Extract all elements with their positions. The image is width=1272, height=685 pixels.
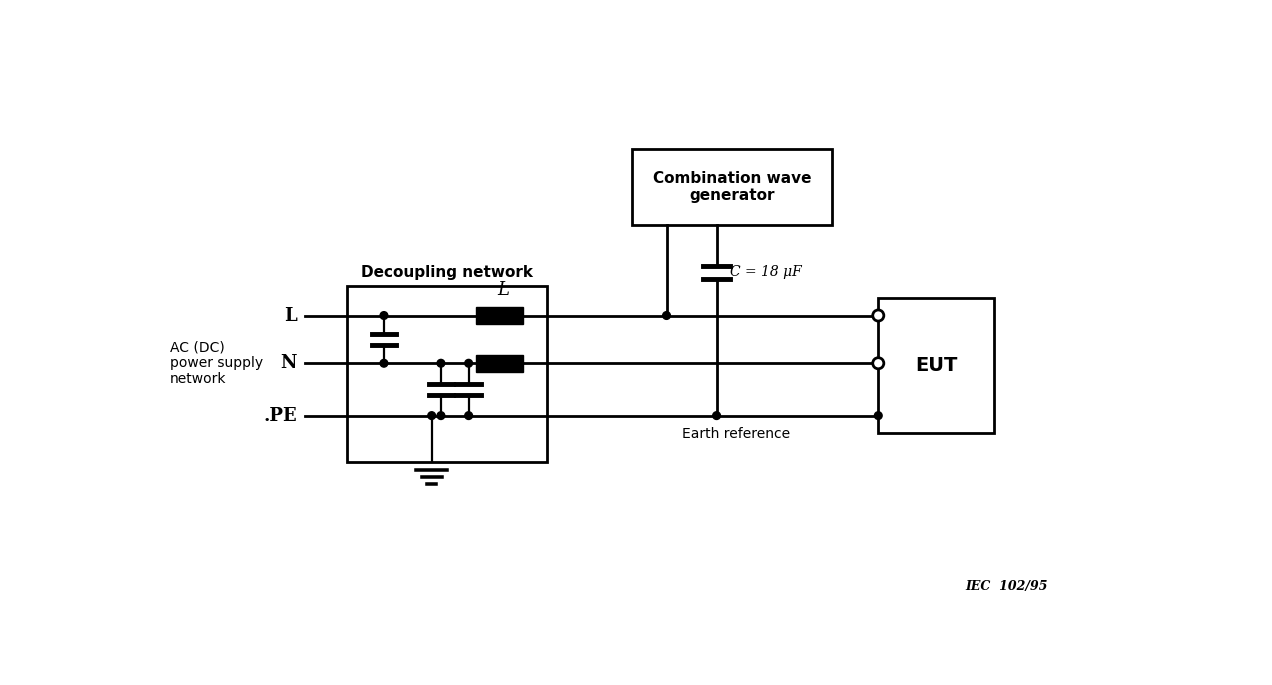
Bar: [476, 307, 523, 324]
Circle shape: [663, 312, 670, 319]
Circle shape: [712, 412, 720, 419]
Text: L: L: [497, 282, 509, 299]
Circle shape: [427, 412, 435, 419]
Text: IEC  102/95: IEC 102/95: [965, 580, 1048, 593]
Circle shape: [464, 360, 472, 367]
Text: C = 18 μF: C = 18 μF: [730, 265, 803, 279]
Circle shape: [438, 360, 445, 367]
Text: L: L: [284, 306, 296, 325]
Circle shape: [380, 312, 388, 319]
Text: EUT: EUT: [915, 356, 958, 375]
Bar: [632, 149, 832, 225]
Bar: [878, 298, 993, 432]
Text: AC (DC)
power supply
network: AC (DC) power supply network: [170, 340, 263, 386]
Circle shape: [438, 412, 445, 419]
Circle shape: [464, 412, 472, 419]
Circle shape: [380, 360, 388, 367]
Text: .PE: .PE: [263, 407, 296, 425]
Bar: [476, 355, 523, 372]
Text: Decoupling network: Decoupling network: [361, 265, 533, 280]
Circle shape: [874, 412, 881, 419]
Text: N: N: [280, 354, 296, 372]
Circle shape: [873, 358, 884, 369]
Circle shape: [873, 310, 884, 321]
Text: Earth reference: Earth reference: [682, 427, 790, 441]
Text: Combination wave
generator: Combination wave generator: [653, 171, 812, 203]
Bar: [347, 286, 547, 462]
